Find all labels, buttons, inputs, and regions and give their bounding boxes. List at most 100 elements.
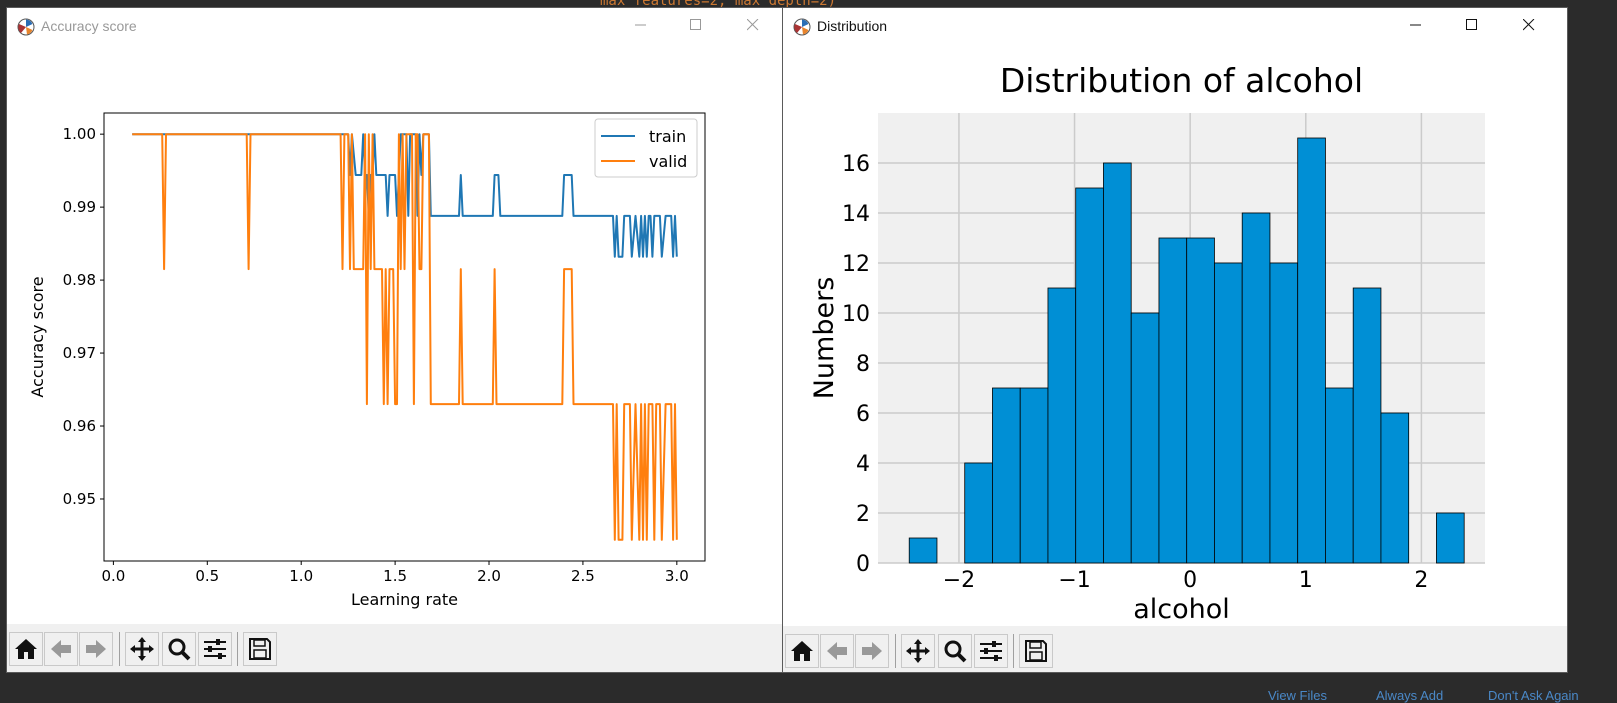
back-button[interactable]: [820, 634, 854, 668]
y-tick-label: 12: [842, 252, 870, 277]
x-tick-label: 2.0: [477, 567, 501, 585]
window-title: Accuracy score: [41, 18, 137, 34]
pan-button[interactable]: [901, 634, 935, 668]
histogram-bar: [964, 462, 993, 564]
y-tick-label: 2: [856, 502, 870, 527]
histogram-bar: [1019, 387, 1049, 564]
window-title: Distribution: [817, 18, 888, 34]
x-tick-label: −1: [1058, 568, 1090, 593]
minimize-button[interactable]: [1393, 12, 1439, 38]
y-tick-label: 8: [856, 352, 870, 377]
x-tick-label: 3.0: [665, 567, 689, 585]
y-axis-label: Numbers: [809, 277, 840, 400]
back-arrow-icon: [51, 640, 71, 658]
histogram-bar: [1380, 412, 1410, 564]
save-button[interactable]: [1019, 634, 1053, 668]
forward-button[interactable]: [855, 634, 889, 668]
save-button[interactable]: [243, 632, 277, 666]
home-button[interactable]: [785, 634, 819, 668]
close-button[interactable]: [730, 12, 776, 38]
back-arrow-icon: [827, 642, 847, 660]
histogram-bar: [908, 537, 938, 564]
y-tick-label: 16: [842, 152, 870, 177]
accuracy-line-chart[interactable]: 0.0 0.5 1.0 1.5 2.0 2.5 3.0 0.95 0.96 0.97 0.98 0.9…: [7, 44, 782, 624]
zoom-button[interactable]: [162, 632, 196, 666]
histogram-bar: [1103, 162, 1132, 564]
x-tick-label: 1.5: [383, 567, 407, 585]
background-code-snippet: max_features=2, max_depth=2): [600, 0, 837, 9]
close-icon: [1523, 19, 1535, 31]
toolbar-separator: [895, 634, 896, 668]
x-tick-label: 0.5: [195, 567, 219, 585]
configure-subplots-button[interactable]: [198, 632, 232, 666]
y-tick-label: 10: [842, 302, 870, 327]
back-button[interactable]: [44, 632, 78, 666]
minimize-button[interactable]: [618, 12, 664, 38]
x-tick-label: 2.5: [571, 567, 595, 585]
toolbar-separator: [237, 632, 238, 666]
pan-icon: [130, 637, 154, 661]
minimize-icon: [635, 24, 646, 26]
forward-arrow-icon: [862, 642, 882, 660]
histogram-bar: [1047, 287, 1077, 564]
close-button[interactable]: [1506, 12, 1552, 38]
distribution-window: Distribution −2 −1 0 1 2 0 2 4 6 8 10 12 14 16 Distrib…: [783, 8, 1567, 672]
x-tick-label: 2: [1414, 568, 1428, 593]
y-tick-label: 0.98: [63, 271, 96, 289]
maximize-button[interactable]: [1449, 12, 1495, 38]
configure-subplots-button[interactable]: [974, 634, 1008, 668]
zoom-icon: [168, 638, 191, 661]
toolbar-separator: [1013, 634, 1014, 668]
toolbar-separator: [119, 632, 120, 666]
histogram-bar: [1130, 312, 1160, 564]
histogram-bar: [1186, 237, 1215, 564]
x-axis-label: Learning rate: [351, 590, 458, 609]
home-button[interactable]: [9, 632, 43, 666]
series-line-valid: [132, 133, 678, 541]
background-link-always-add[interactable]: Always Add: [1376, 688, 1444, 703]
matplotlib-logo-icon: [793, 18, 811, 36]
y-tick-label: 6: [856, 402, 870, 427]
zoom-button[interactable]: [938, 634, 972, 668]
background-link-dont-ask[interactable]: Don't Ask Again: [1488, 688, 1579, 703]
y-tick-label: 14: [842, 202, 870, 227]
y-tick-label: 1.00: [63, 125, 96, 143]
y-tick-label: 0: [856, 552, 870, 577]
matplotlib-logo-icon: [17, 18, 35, 36]
forward-button[interactable]: [79, 632, 113, 666]
x-tick-label: −2: [943, 568, 975, 593]
save-icon: [1025, 640, 1047, 662]
histogram-bar: [1241, 212, 1271, 564]
accuracy-toolbar: [7, 624, 782, 672]
x-axis-label: alcohol: [1133, 594, 1230, 624]
histogram-bar: [1352, 287, 1382, 564]
save-icon: [249, 638, 271, 660]
plot-frame: [103, 112, 706, 562]
histogram-bar: [1325, 387, 1354, 564]
y-tick-label: 0.97: [63, 344, 96, 362]
chart-title: Distribution of alcohol: [1000, 61, 1363, 100]
legend-label-valid: valid: [649, 152, 687, 171]
histogram-bar: [1214, 262, 1243, 564]
configure-subplots-icon: [980, 641, 1002, 661]
maximize-icon: [1466, 19, 1477, 30]
y-tick-label: 0.96: [63, 417, 96, 435]
accuracy-titlebar[interactable]: Accuracy score: [7, 8, 782, 44]
pan-button[interactable]: [125, 632, 159, 666]
y-tick-label: 0.99: [63, 198, 96, 216]
x-tick-label: 1: [1299, 568, 1313, 593]
pan-icon: [906, 639, 930, 663]
y-axis-label: Accuracy score: [28, 276, 47, 397]
maximize-button[interactable]: [673, 12, 719, 38]
home-icon: [791, 641, 813, 661]
background-link-view-files[interactable]: View Files: [1268, 688, 1328, 703]
minimize-icon: [1410, 24, 1421, 26]
histogram-bar: [1158, 237, 1188, 564]
histogram-bar: [1269, 262, 1299, 564]
histogram-bar: [1297, 137, 1326, 564]
distribution-titlebar[interactable]: Distribution: [783, 8, 1567, 44]
close-icon: [747, 19, 759, 31]
legend-label-train: train: [649, 127, 686, 146]
histogram-bar: [1436, 512, 1465, 564]
